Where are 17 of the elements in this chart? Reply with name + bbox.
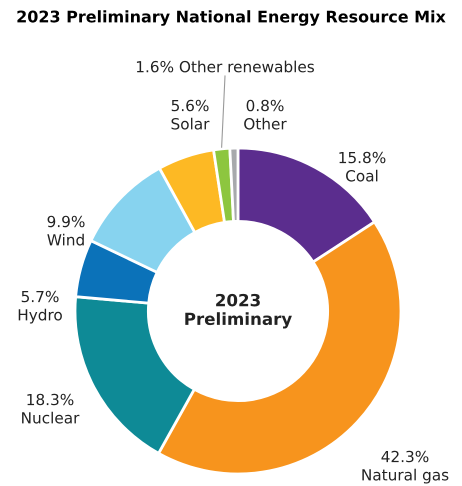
data-label: 5.7% (22, 290, 59, 302)
data-label: 9.9% (48, 216, 85, 228)
slice-label: Other (244, 118, 287, 130)
slice-label: Coal (346, 170, 378, 182)
slice-label: Natural gas (362, 468, 448, 484)
slice-label: Nuclear (22, 412, 80, 424)
text: 2023 Preliminary (185, 294, 292, 328)
data-label: 18.3% (27, 394, 74, 406)
data-label: 42.3% (381, 450, 428, 462)
data-label: 0.8% (246, 100, 284, 112)
slice-label: Hydro (18, 308, 62, 324)
slice-label: Solar (172, 118, 210, 130)
data-label: 5.6% (172, 100, 209, 112)
data-label: 15.8% (339, 152, 386, 164)
slice-label: Wind (47, 234, 84, 246)
chart-title: 2023 Preliminary National Energy Resource Mix (17, 10, 446, 26)
slice-label: 1.6% Other renewables (136, 60, 314, 72)
